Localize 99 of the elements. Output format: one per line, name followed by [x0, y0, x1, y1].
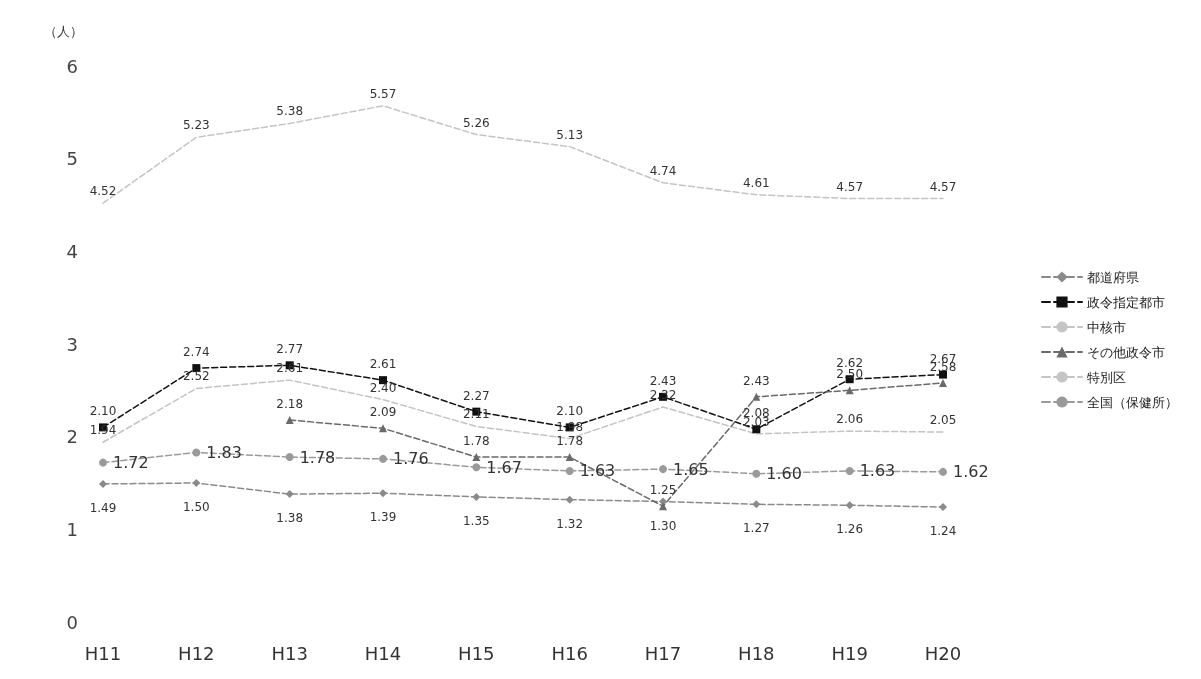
x-tick-label: H20	[924, 642, 962, 664]
data-label: 5.23	[182, 118, 210, 133]
point	[472, 492, 481, 501]
data-label: 2.32	[649, 388, 677, 403]
point	[845, 466, 854, 475]
data-label: 4.57	[929, 179, 957, 194]
point	[939, 503, 947, 512]
x-tick-label: H15	[458, 642, 495, 664]
point	[939, 467, 947, 476]
data-label: 1.67	[486, 457, 522, 477]
data-label: 2.61	[369, 357, 397, 372]
point	[99, 458, 107, 467]
legend-label: 全国（保健所）	[1087, 394, 1178, 410]
point	[565, 453, 574, 462]
data-label: 2.10	[89, 404, 117, 419]
data-label: 1.63	[859, 461, 896, 481]
data-label: 5.13	[556, 127, 584, 142]
point	[565, 466, 574, 475]
x-tick-label: H16	[551, 642, 588, 664]
data-label: 2.43	[742, 373, 770, 388]
legend-label: 政令指定都市	[1087, 294, 1165, 310]
point	[285, 453, 294, 462]
data-label: 2.09	[369, 405, 397, 420]
x-tick-label: H19	[831, 642, 868, 664]
data-label: 1.25	[649, 483, 677, 498]
point	[659, 465, 667, 474]
point	[285, 415, 294, 424]
x-tick-label: H13	[271, 642, 308, 664]
y-tick-label: 2	[66, 426, 78, 448]
data-label: 1.39	[369, 510, 397, 525]
data-label: 1.78	[462, 434, 490, 449]
point	[379, 489, 387, 498]
data-label: 2.74	[182, 345, 210, 360]
data-label: 2.50	[836, 367, 864, 382]
data-label: 1.72	[113, 453, 149, 473]
y-tick-label: 5	[66, 148, 78, 170]
legend-label: 中核市	[1087, 319, 1126, 335]
data-label: 1.30	[649, 518, 677, 533]
data-label: 4.74	[649, 163, 677, 178]
data-label: 1.27	[742, 521, 770, 536]
data-label: 1.78	[299, 447, 336, 467]
data-label: 2.05	[929, 413, 957, 428]
data-label: 1.32	[556, 516, 584, 531]
y-axis-title: （人）	[44, 24, 83, 39]
point	[472, 463, 481, 472]
y-tick-label: 1	[66, 518, 78, 540]
x-tick-label: H12	[178, 642, 215, 664]
data-label: 2.43	[649, 373, 677, 388]
y-tick-label: 0	[66, 611, 78, 633]
data-label: 1.65	[673, 459, 709, 479]
x-tick-label: H11	[84, 642, 122, 664]
data-label: 1.78	[556, 434, 584, 449]
data-label: 1.50	[182, 500, 210, 514]
data-label: 2.52	[182, 369, 210, 384]
data-label: 2.40	[369, 380, 397, 395]
data-label: 2.18	[276, 396, 304, 411]
y-tick-label: 3	[66, 333, 78, 355]
data-label: 1.35	[462, 513, 490, 528]
legend-label: 特別区	[1087, 369, 1126, 385]
data-label: 4.52	[89, 184, 117, 199]
point	[285, 490, 294, 499]
data-label: 1.26	[836, 522, 864, 537]
point	[565, 495, 574, 504]
data-label: 1.38	[276, 511, 304, 526]
point	[752, 500, 761, 509]
point	[472, 453, 481, 462]
data-label: 1.24	[929, 524, 957, 539]
legend-label: 都道府県	[1087, 269, 1139, 285]
data-label: 1.83	[206, 442, 242, 462]
data-label: 2.10	[556, 404, 584, 419]
data-label: 2.27	[462, 388, 490, 403]
data-label: 2.77	[276, 342, 304, 357]
point	[379, 454, 387, 463]
data-label: 1.76	[393, 449, 429, 469]
data-label: 2.06	[836, 412, 864, 427]
data-label: 4.61	[742, 175, 770, 190]
x-tick-label: H18	[738, 642, 775, 664]
point	[939, 378, 947, 387]
point	[99, 479, 107, 488]
point	[659, 502, 667, 511]
y-tick-label: 6	[66, 55, 78, 77]
point	[845, 501, 854, 510]
data-label: 5.38	[276, 104, 304, 119]
point	[752, 469, 761, 478]
data-label: 1.62	[953, 462, 989, 482]
data-label: 1.60	[766, 464, 802, 484]
point	[379, 424, 387, 433]
point	[192, 479, 201, 487]
data-label: 4.57	[836, 179, 864, 194]
data-label: 5.57	[369, 86, 397, 101]
x-tick-label: H17	[644, 642, 682, 664]
data-label: 1.63	[579, 461, 616, 481]
point	[752, 392, 761, 401]
data-label: 5.26	[462, 115, 490, 130]
legend-label: その他政令市	[1087, 344, 1165, 360]
data-label: 1.49	[89, 500, 117, 515]
point	[192, 448, 201, 457]
y-tick-label: 4	[66, 240, 78, 262]
x-tick-label: H14	[364, 642, 402, 664]
